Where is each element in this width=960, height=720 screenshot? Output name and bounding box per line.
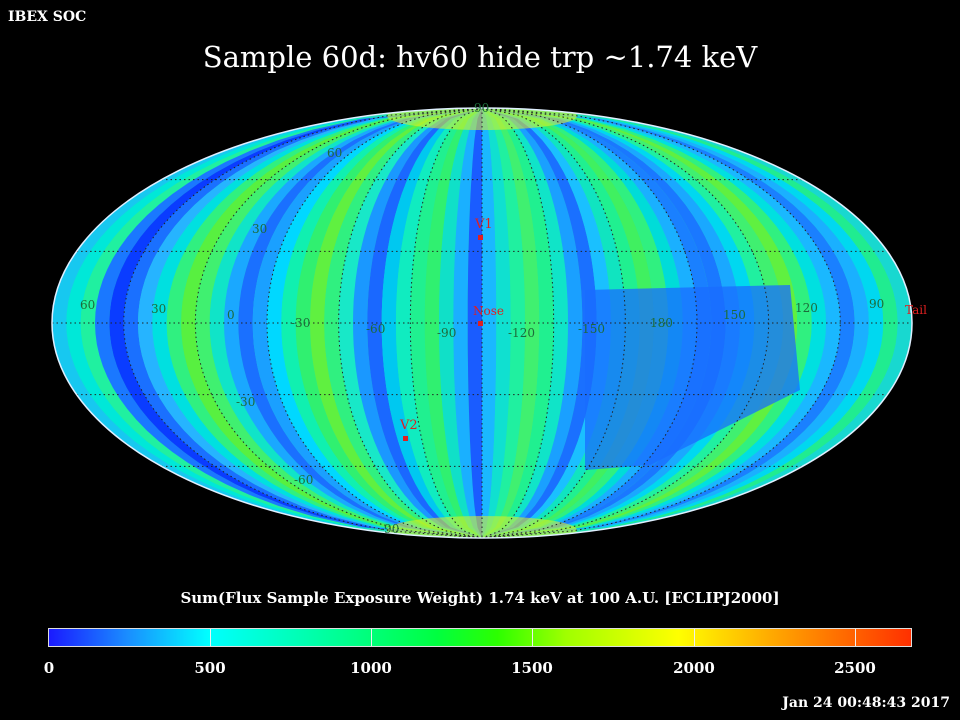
meridian-line: [194, 108, 483, 538]
colorbar: [48, 628, 912, 647]
map-stripe: [424, 108, 482, 538]
marker-label-tail: Tail: [905, 303, 927, 317]
map-stripe: [482, 108, 525, 538]
marker-nose-dot: [478, 321, 483, 326]
marker-label-v1: V1: [474, 217, 493, 232]
meridian-line: [409, 108, 483, 538]
lat-label-minus60: -60: [294, 473, 313, 487]
colorbar-value-1000: 1000: [350, 659, 392, 677]
lat-label-minus90: -90: [380, 522, 399, 536]
lon-label-minus60: -60: [366, 322, 385, 336]
lon-label-180: 180: [650, 316, 673, 330]
map-stripe: [381, 108, 482, 538]
colorbar-tick-5: [855, 629, 856, 646]
colorbar-tick-3: [532, 629, 533, 646]
lon-label-120: 120: [795, 301, 818, 315]
map-outline: [51, 107, 913, 539]
map-stripe: [439, 108, 482, 538]
meridian-line: [266, 108, 483, 538]
timestamp: Jan 24 00:48:43 2017: [782, 695, 950, 711]
lon-label-90: 90: [869, 297, 884, 311]
map-title: Sample 60d: hv60 hide trp ~1.74 keV: [202, 40, 758, 74]
org-label: IBEX SOC: [8, 9, 87, 25]
colorbar-tick-2: [371, 629, 372, 646]
meridian-line: [123, 108, 483, 538]
marker-label-nose: Nose: [473, 304, 504, 318]
low-flux-region: [585, 285, 800, 470]
marker-v1-dot: [478, 235, 483, 240]
colorbar-value-500: 500: [194, 659, 226, 677]
colorbar-tick-1: [210, 629, 211, 646]
colorbar-value-2500: 2500: [834, 659, 876, 677]
polar-patch: [387, 516, 577, 538]
lon-label-minus120: -120: [508, 326, 535, 340]
map-stripe: [482, 108, 583, 538]
colorbar-label: Sum(Flux Sample Exposure Weight) 1.74 ke…: [180, 589, 780, 607]
map-stripe: [482, 108, 554, 538]
map-stripe: [453, 108, 482, 538]
colorbar-value-2000: 2000: [673, 659, 715, 677]
colorbar-value-1500: 1500: [511, 659, 553, 677]
lat-label-90: 90: [474, 101, 489, 115]
lon-label-minus90: -90: [437, 326, 456, 340]
lon-label-60: 60: [80, 298, 95, 312]
marker-v2-dot: [403, 436, 408, 441]
lat-label-minus30: -30: [236, 395, 255, 409]
lon-label-0: 0: [227, 308, 235, 322]
meridian-line: [481, 108, 841, 538]
map-stripe: [410, 108, 482, 538]
lon-label-150: 150: [723, 308, 746, 322]
meridian-line: [481, 108, 770, 538]
map-stripe: [482, 108, 511, 538]
map-stripe: [467, 108, 482, 538]
lat-label-60: 60: [327, 146, 342, 160]
lon-label-minus150: -150: [578, 322, 605, 336]
map-stripe: [482, 108, 568, 538]
lat-label-30: 30: [252, 222, 267, 236]
marker-label-v2: V2: [399, 418, 418, 433]
colorbar-value-0: 0: [43, 659, 55, 677]
meridian-line: [481, 108, 626, 538]
lon-label-minus30: -30: [291, 316, 310, 330]
colorbar-tick-4: [694, 629, 695, 646]
meridian-line: [338, 108, 483, 538]
map-stripe: [482, 108, 540, 538]
map-stripe: [396, 108, 482, 538]
lon-label-30: 30: [151, 302, 166, 316]
